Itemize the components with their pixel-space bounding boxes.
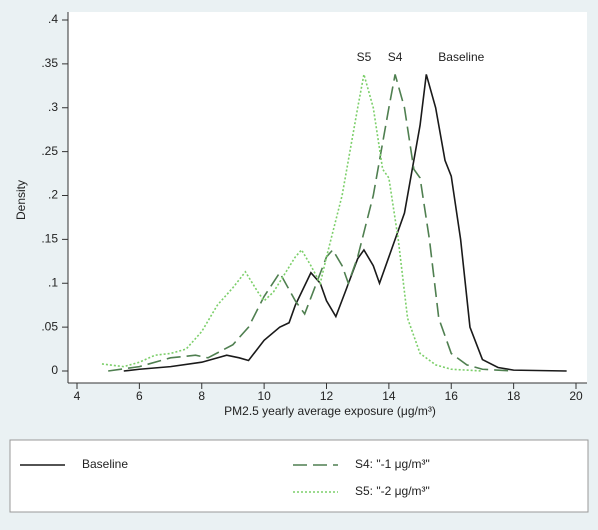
y-tick-label: .3 (48, 100, 58, 114)
x-tick-label: 16 (445, 389, 459, 403)
x-axis-label: PM2.5 yearly average exposure (μg/m³) (224, 404, 436, 418)
x-tick-label: 20 (569, 389, 583, 403)
y-tick-label: .4 (48, 12, 58, 26)
x-tick-label: 10 (257, 389, 271, 403)
peak-label: S5 (357, 50, 372, 64)
x-tick-label: 8 (198, 389, 205, 403)
x-tick-label: 18 (507, 389, 521, 403)
y-tick-label: .2 (48, 188, 58, 202)
legend-box (9, 439, 589, 513)
y-tick-label: .15 (41, 232, 58, 246)
plot-area (68, 12, 587, 383)
y-tick-label: 0 (51, 363, 58, 377)
density-line (108, 74, 514, 372)
legend-label: Baseline (82, 457, 128, 471)
peak-label: Baseline (438, 50, 484, 64)
legend-label: S5: "-2 μg/m³" (355, 484, 430, 498)
x-tick-label: 6 (136, 389, 143, 403)
peak-label: S4 (388, 50, 403, 64)
x-tick-label: 12 (320, 389, 334, 403)
density-line (101, 74, 483, 372)
x-tick-label: 14 (382, 389, 396, 403)
y-tick-label: .25 (41, 144, 58, 158)
y-axis-label: Density (14, 180, 28, 220)
x-tick-label: 4 (74, 389, 81, 403)
y-tick-label: .1 (48, 275, 58, 289)
y-tick-label: .35 (41, 56, 58, 70)
y-tick-label: .05 (41, 319, 58, 333)
legend-label: S4: "-1 μg/m³" (355, 457, 430, 471)
